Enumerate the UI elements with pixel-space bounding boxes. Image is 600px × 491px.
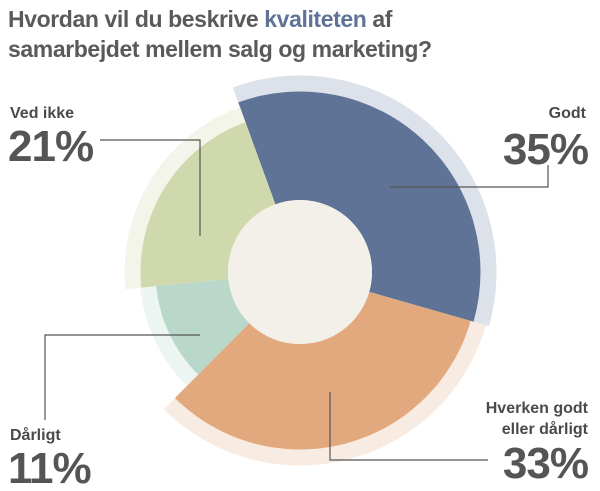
- donut-segment: [156, 279, 250, 375]
- category-label: Godt: [548, 105, 586, 122]
- value-label: 21%: [8, 122, 94, 171]
- ring-segment: [163, 320, 487, 466]
- value-label: 35%: [502, 125, 589, 174]
- donut-segment: [238, 91, 481, 322]
- title-highlight: kvaliteten: [264, 6, 367, 32]
- ring-segment: [232, 75, 497, 327]
- donut-segment: [174, 291, 471, 450]
- category-label: Dårligt: [10, 427, 61, 444]
- title-part: Hvordan vil du beskrive: [8, 6, 259, 32]
- donut-segment: [140, 122, 276, 288]
- value-label: 11%: [8, 444, 92, 491]
- ring-segment: [124, 107, 247, 290]
- chart-title: Hvordan vil du beskrive kvaliteten af sam…: [8, 4, 432, 64]
- title-part: samarbejdet mellem salg og marketing?: [8, 36, 432, 62]
- leader-line: [44, 334, 200, 420]
- value-label: 33%: [502, 439, 589, 488]
- leader-line: [329, 392, 488, 461]
- leader-line: [390, 165, 549, 188]
- category-label: Hverken godt eller dårligt: [485, 400, 588, 438]
- donut-hole: [228, 200, 372, 344]
- category-label: Ved ikke: [10, 105, 75, 122]
- ring-segment: [140, 285, 200, 386]
- leader-line: [100, 139, 201, 236]
- title-part: af: [372, 6, 393, 32]
